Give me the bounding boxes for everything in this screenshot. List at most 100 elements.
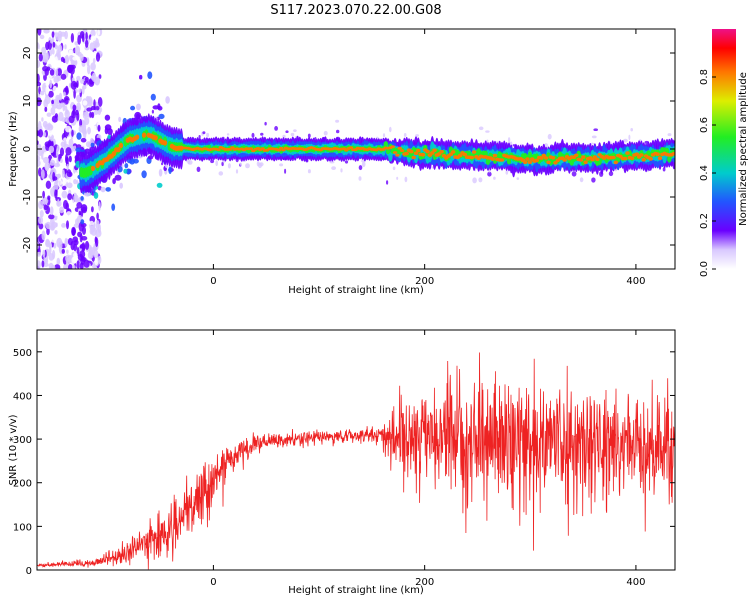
spectrogram-cell — [344, 160, 349, 164]
spectrogram-cell — [46, 66, 51, 71]
snr-series-line — [37, 352, 675, 570]
spectrogram-cell — [135, 103, 141, 111]
spectrogram-cell — [53, 163, 61, 168]
spectrogram-ridge-cell — [118, 142, 124, 149]
spectrogram-cell — [401, 168, 405, 171]
y-tick-label: 200 — [13, 479, 32, 490]
spectrogram-cell — [64, 44, 67, 50]
spectrogram-cell — [43, 204, 48, 211]
spectrogram-ridge-cell — [625, 151, 630, 155]
spectrogram-cell — [74, 41, 79, 46]
spectrogram-cell — [403, 133, 407, 137]
spectrogram-cell — [76, 202, 83, 209]
spectrogram-ridge-cell — [469, 155, 474, 160]
spectrogram-cell — [158, 113, 165, 120]
spectrogram-cell — [66, 249, 69, 254]
spectrogram-ridge-cell — [458, 153, 463, 158]
spectrogram-cell — [56, 257, 61, 266]
spectrogram-cell — [478, 126, 484, 131]
spectrogram-cell — [42, 65, 49, 72]
spectrogram-cell — [90, 35, 97, 42]
spectrogram-cell — [43, 258, 49, 264]
spectrogram-cell — [98, 74, 102, 79]
spectrogram-cell — [74, 45, 81, 56]
spectrogram-cell — [38, 167, 42, 177]
spectrogram-cell — [65, 254, 72, 263]
spectrogram-cell — [65, 54, 69, 65]
spectrogram-cell — [51, 99, 54, 105]
spectrogram-cell — [54, 179, 59, 185]
spectrogram-cell — [59, 102, 66, 108]
spectrogram-cell — [38, 216, 44, 225]
spectrogram-cell — [43, 29, 50, 34]
spectrogram-cell — [279, 163, 284, 167]
spectrogram-cell — [38, 223, 44, 230]
spectrogram-cell — [57, 173, 61, 179]
spectrogram-cell — [65, 211, 72, 219]
spectrogram-cell — [97, 255, 102, 265]
spectrogram-cell — [158, 168, 163, 177]
spectrogram-cell — [100, 186, 106, 193]
spectrogram-cell — [54, 264, 61, 269]
x-tick-label: 400 — [626, 276, 645, 287]
spectrogram-cell — [505, 170, 509, 175]
spectrogram-ridge-cell — [153, 135, 158, 141]
spectrogram-cell — [38, 200, 44, 210]
spectrogram-cell — [667, 133, 672, 137]
spectrogram-cell — [95, 220, 100, 230]
spectrogram-ridge-cell — [409, 149, 414, 154]
spectrogram-cell — [37, 29, 42, 36]
spectrogram-cell — [92, 58, 96, 64]
spectrogram-cell — [48, 90, 54, 98]
y-tick-label: 10 — [22, 95, 33, 108]
spectrogram-cell — [53, 29, 58, 33]
y-tick-label: 0 — [26, 566, 32, 577]
spectrogram-ridge-cell — [260, 147, 265, 151]
spectrogram-cell — [42, 52, 49, 63]
spectrogram-cell — [50, 106, 56, 116]
spectrogram-cell — [395, 169, 399, 174]
spectrogram-ridge-cell — [395, 153, 400, 157]
spectrogram-cell — [107, 128, 113, 136]
spectrogram-cell — [123, 168, 128, 174]
spectrogram-ridge-cell — [462, 152, 467, 157]
snr-line — [37, 352, 675, 570]
spectrogram-ridge-cell — [471, 150, 477, 154]
spectrogram-cell — [90, 62, 96, 71]
spectrogram-cell — [336, 129, 340, 134]
spectrogram-xlabel: Height of straight line (km) — [288, 285, 424, 296]
spectrogram-ridge-cell — [216, 148, 221, 152]
spectrogram-ridge-cell — [388, 152, 393, 162]
spectrogram-ridge-cell — [385, 148, 391, 155]
spectrogram-ridge-cell — [506, 157, 512, 165]
colorbar-ticks: 0.0 0.2 0.4 0.6 0.8 — [699, 69, 716, 277]
spectrogram-cell — [161, 162, 164, 166]
spectrogram-cell — [48, 242, 53, 249]
spectrogram-cell — [76, 132, 82, 140]
spectrogram-cell — [50, 217, 55, 226]
colorbar-tick-label: 0.0 — [699, 261, 710, 277]
spectrogram-cell — [628, 134, 631, 141]
spectrogram-cell — [38, 129, 44, 138]
spectrogram-cell — [157, 103, 161, 110]
y-tick-label: 500 — [13, 348, 32, 359]
spectrogram-cell — [84, 240, 90, 250]
spectrogram-cell — [37, 60, 41, 68]
spectrogram-cell — [89, 111, 93, 118]
spectrogram-cell — [206, 132, 210, 138]
spectrogram-cell — [168, 166, 172, 174]
spectrogram-cell — [125, 168, 131, 175]
spectrogram-ridge-cell — [490, 157, 495, 161]
spectrogram-ridge-cell — [539, 156, 544, 160]
colorbar-tick-label: 0.4 — [699, 165, 710, 181]
spectrogram-ridge-cell — [485, 157, 491, 165]
spectrogram-cell — [485, 130, 490, 133]
spectrogram-cell — [86, 133, 89, 141]
spectrogram-ridge-cell — [543, 156, 549, 160]
spectrogram-cell — [93, 125, 97, 131]
spectrogram-cell — [147, 155, 154, 160]
spectrogram-cell — [81, 128, 87, 135]
spectrogram-cell — [93, 265, 97, 269]
spectrogram-cell — [67, 193, 73, 201]
spectrogram-cell — [198, 135, 201, 139]
